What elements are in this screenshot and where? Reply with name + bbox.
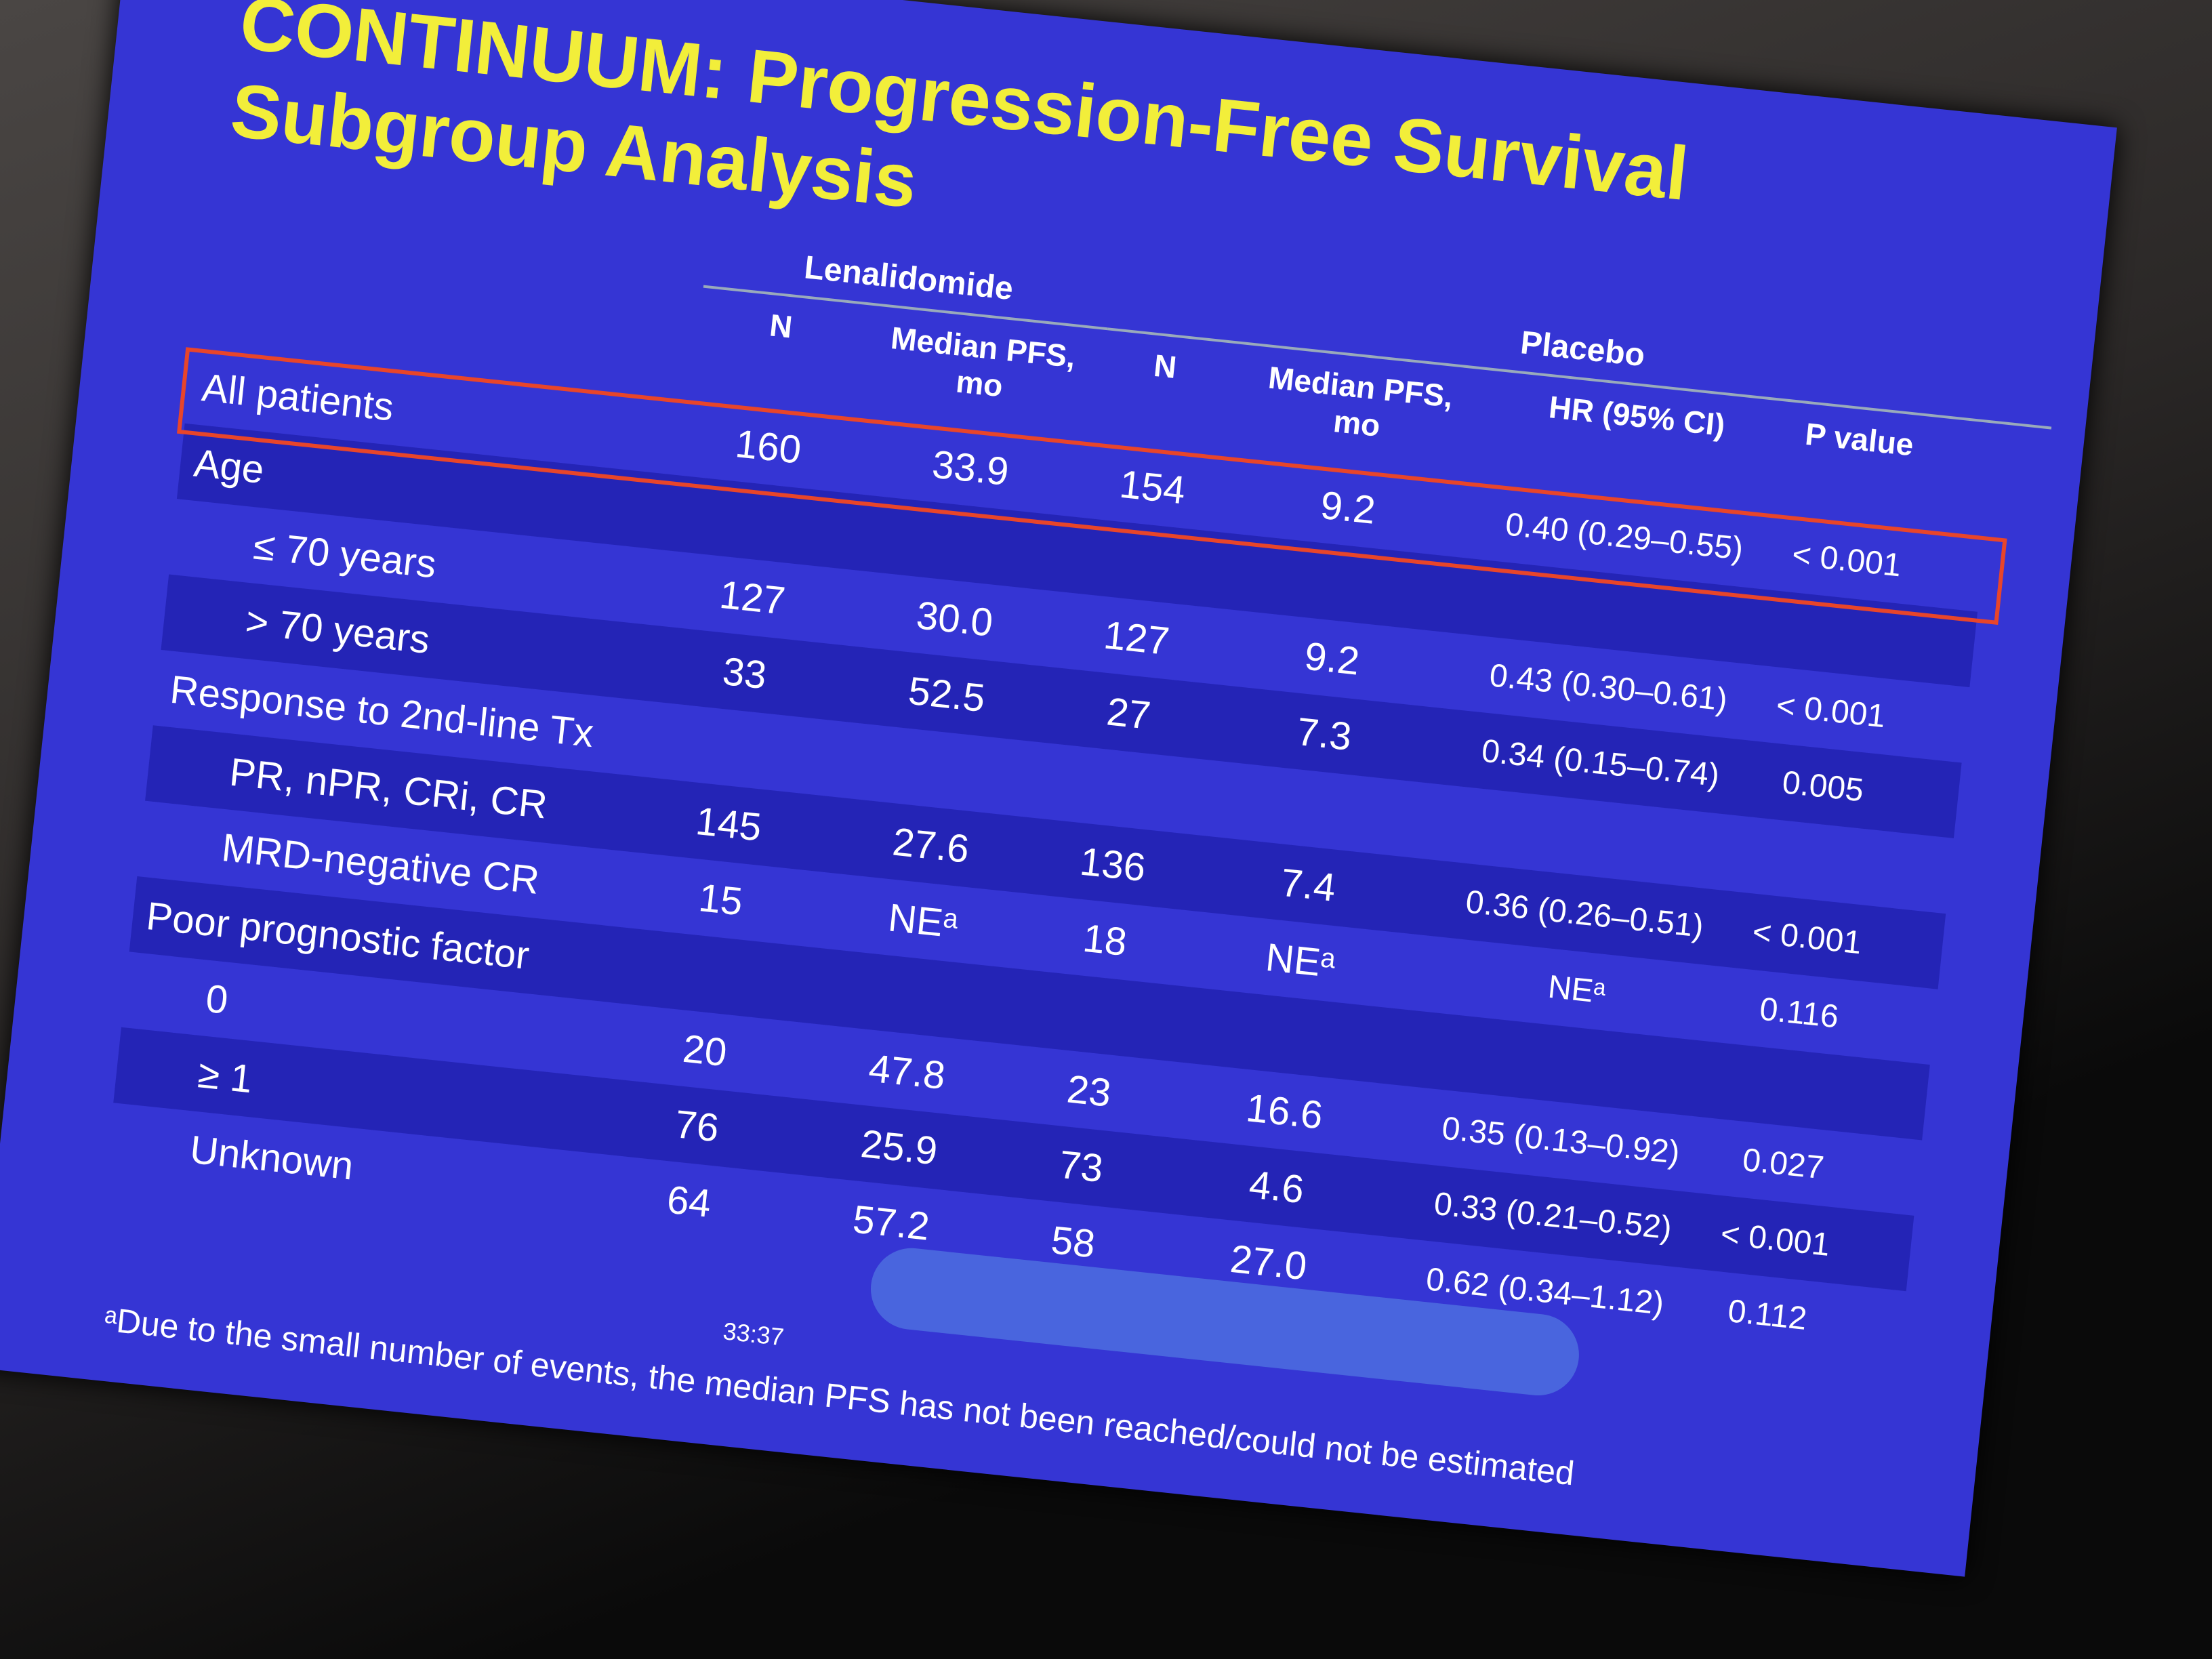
cell: 73	[1057, 1142, 1105, 1191]
cell: 127	[717, 572, 787, 623]
cell: 7.4	[1278, 860, 1338, 910]
cell: 47.8	[866, 1046, 947, 1098]
cell: < 0.001	[1719, 1215, 1832, 1263]
row-label: Unknown	[188, 1127, 356, 1189]
player-time: 33:37	[721, 1317, 785, 1351]
cell: 7.3	[1294, 709, 1354, 759]
row-label: > 70 years	[243, 598, 432, 662]
cell: 127	[1101, 612, 1172, 663]
cell: NEᵃ	[1263, 935, 1337, 986]
slide: CONTINUUM: Progression-Free Survival Subg…	[0, 0, 2117, 1577]
cell: 0.005	[1780, 764, 1866, 808]
column-header: N	[768, 307, 794, 345]
row-label: ≥ 1	[196, 1051, 255, 1101]
column-header: P value	[1803, 415, 1916, 463]
cell: 64	[665, 1177, 714, 1226]
column-header: N	[1152, 347, 1179, 386]
row-label: 0	[203, 976, 230, 1023]
cell: 57.2	[851, 1196, 932, 1249]
cell: 18	[1080, 916, 1129, 964]
cell: NEᵃ	[886, 895, 960, 947]
cell: 15	[697, 875, 745, 924]
cell: 27	[1105, 689, 1153, 738]
cell: 0.112	[1726, 1292, 1809, 1337]
cell: 33	[720, 649, 769, 697]
cell: 136	[1078, 839, 1148, 890]
cell: 76	[672, 1101, 721, 1151]
cell: 16.6	[1244, 1085, 1325, 1138]
cell: < 0.001	[1774, 687, 1887, 735]
row-label: Age	[192, 441, 266, 492]
cell: 9.2	[1303, 634, 1362, 684]
cell: 20	[680, 1026, 729, 1075]
cell: 52.5	[906, 668, 987, 720]
cell: 30.0	[914, 592, 996, 645]
column-header: Median PFS, mo	[889, 320, 1078, 404]
cell: 0.027	[1740, 1141, 1826, 1186]
cell: 145	[693, 798, 764, 850]
cell: < 0.001	[1750, 914, 1864, 961]
cell: 4.6	[1247, 1162, 1307, 1212]
row-label: ≤ 70 years	[251, 523, 438, 586]
cell: 27.6	[890, 819, 972, 872]
column-header: Median PFS, mo	[1267, 359, 1455, 443]
cell: 0.116	[1758, 991, 1841, 1035]
table: Lenalidomide Placebo N Median PFS, mo N Media…	[106, 180, 2057, 1367]
cell: 25.9	[859, 1121, 940, 1173]
cell: 23	[1065, 1066, 1113, 1115]
